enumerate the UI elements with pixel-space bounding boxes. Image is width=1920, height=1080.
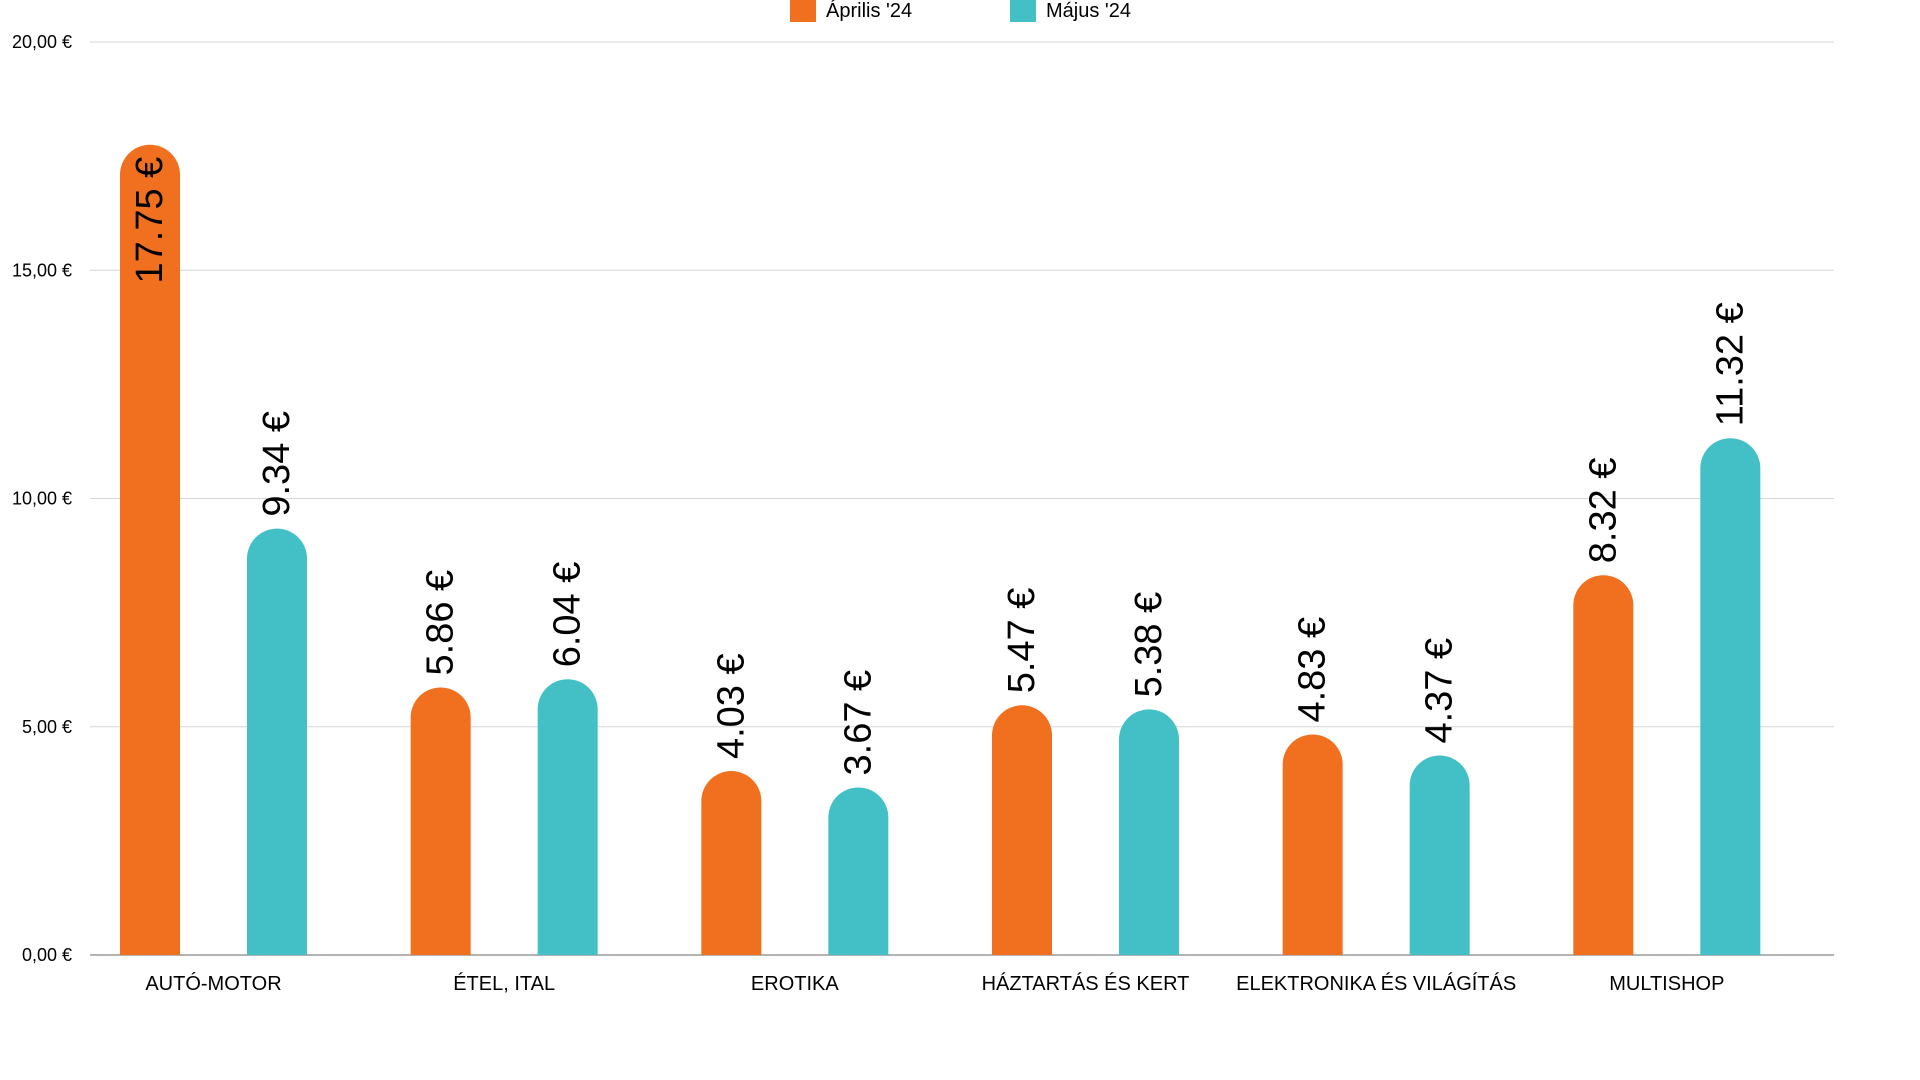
y-tick-label: 20,00 €: [12, 32, 72, 52]
legend-swatch: [1010, 0, 1036, 22]
bar-april: [410, 687, 471, 955]
bar-may: [1700, 438, 1761, 955]
y-tick-label: 10,00 €: [12, 489, 72, 509]
bar-value-label: 11.32 €: [1709, 302, 1751, 426]
bar-value-label: 4.83 €: [1292, 617, 1334, 723]
y-tick-label: 5,00 €: [22, 717, 72, 737]
y-tick-label: 15,00 €: [12, 260, 72, 280]
x-axis-ticks: AUTÓ-MOTOR ÉTEL, ITAL EROTIKA HÁZTARTÁS ÉS …: [145, 972, 1724, 995]
bar-value-label: 4.03 €: [710, 653, 752, 759]
bars: [120, 144, 1761, 955]
legend-swatch: [790, 0, 816, 22]
bar-value-label: 3.67 €: [837, 670, 879, 776]
x-tick-label: HÁZTARTÁS ÉS KERT: [982, 972, 1190, 995]
bar-value-label: 4.37 €: [1419, 638, 1461, 744]
bar-value-label: 17.75 €: [129, 157, 171, 284]
bar-value-label: 6.04 €: [547, 562, 589, 668]
bar-april: [1573, 575, 1634, 955]
bar-april: [120, 144, 180, 955]
bar-april: [1282, 734, 1343, 955]
bar-may: [828, 787, 889, 955]
x-tick-label: ELEKTRONIKA ÉS VILÁGÍTÁS: [1236, 972, 1516, 995]
bar-value-label: 5.38 €: [1128, 592, 1170, 698]
bar-may: [1409, 755, 1470, 955]
bar-value-label: 9.34 €: [256, 411, 298, 517]
bar-april: [992, 705, 1052, 955]
legend-label: Május '24: [1046, 0, 1131, 22]
x-tick-label: ÉTEL, ITAL: [453, 972, 555, 995]
y-axis-ticks: 0,00 € 5,00 € 10,00 € 15,00 € 20,00 €: [12, 32, 72, 965]
bar-april: [701, 771, 762, 955]
bar-may: [1119, 709, 1179, 955]
bar-may: [537, 679, 598, 955]
x-tick-label: EROTIKA: [751, 973, 839, 995]
bar-may: [247, 528, 307, 955]
bar-value-label: 8.32 €: [1582, 458, 1624, 564]
value-labels: 17.75 € 9.34 € 5.86 € 6.04 € 4.03 € 3.67 € 5.4…: [129, 157, 1751, 776]
legend: Április '24 Május '24: [790, 0, 1131, 22]
y-tick-label: 0,00 €: [22, 945, 72, 965]
x-tick-label: AUTÓ-MOTOR: [145, 972, 281, 995]
gridlines: [90, 41, 1834, 956]
bar-value-label: 5.47 €: [1001, 588, 1043, 694]
legend-label: Április '24: [826, 0, 912, 22]
bar-value-label: 5.86 €: [420, 570, 462, 676]
x-tick-label: MULTISHOP: [1609, 973, 1724, 995]
